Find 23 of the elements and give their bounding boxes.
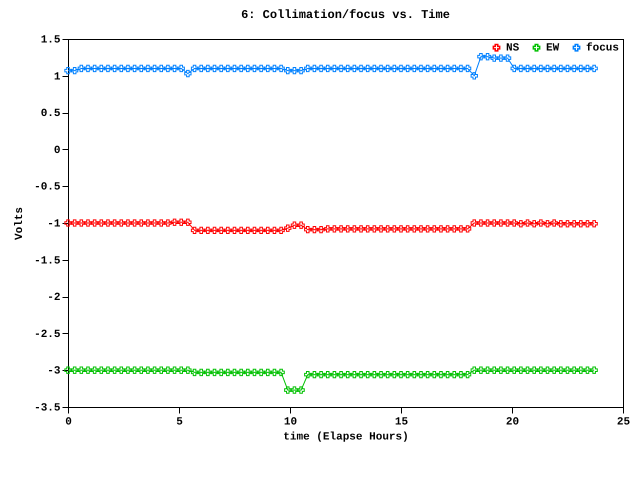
y-tick-label: -2 bbox=[47, 292, 60, 304]
y-tick-label: -1.5 bbox=[34, 255, 61, 268]
x-axis-title: time (Elapse Hours) bbox=[283, 432, 409, 444]
y-axis-title: Volts bbox=[14, 206, 26, 240]
x-tick-label: 5 bbox=[176, 416, 184, 428]
x-tick-label: 20 bbox=[506, 416, 520, 428]
y-tick-label: -3 bbox=[47, 366, 61, 378]
y-tick-label: -1 bbox=[47, 218, 61, 230]
chart-title: 6: Collimation/focus vs. Time bbox=[241, 8, 450, 22]
legend-label: focus bbox=[586, 42, 620, 55]
y-tick-label: -3.5 bbox=[34, 402, 61, 414]
y-tick-label: 1 bbox=[54, 71, 61, 84]
x-tick-label: 10 bbox=[284, 416, 298, 428]
y-tick-label: 0.5 bbox=[40, 108, 61, 120]
legend-label: EW bbox=[546, 42, 560, 55]
x-tick-label: 25 bbox=[616, 416, 630, 428]
y-tick-label: 1.5 bbox=[40, 34, 61, 46]
x-tick-label: 0 bbox=[65, 416, 72, 428]
legend-label: NS bbox=[506, 42, 520, 55]
y-tick-label: 0 bbox=[54, 144, 60, 157]
y-tick-label: -0.5 bbox=[34, 182, 61, 194]
y-tick-label: -2.5 bbox=[34, 328, 61, 341]
x-tick-label: 15 bbox=[394, 416, 408, 428]
